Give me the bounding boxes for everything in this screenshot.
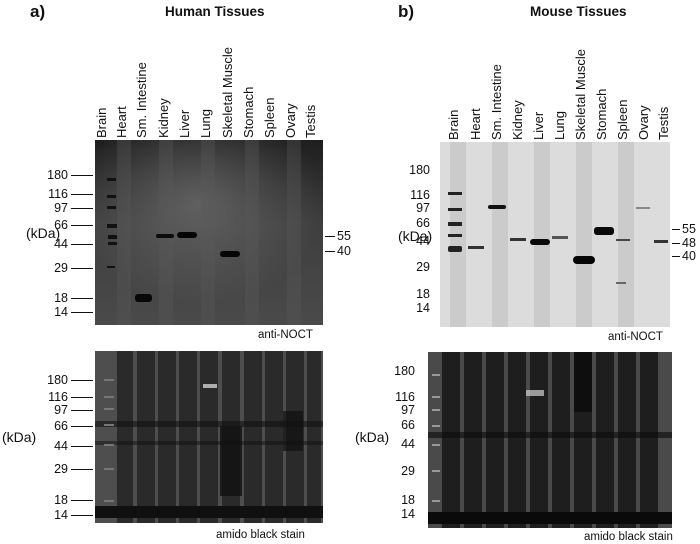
mw-marker: 44 bbox=[401, 437, 415, 451]
mw-marker: 44 bbox=[54, 237, 68, 251]
mw-marker: 18 bbox=[54, 493, 68, 507]
mw-marker: 116 bbox=[48, 187, 68, 201]
mw-marker: 66 bbox=[416, 216, 430, 230]
mw-marker: 116 bbox=[48, 390, 68, 404]
panel-b-western-caption: anti-NOCT bbox=[608, 331, 663, 343]
lane-label: Brain bbox=[446, 109, 461, 140]
panel-b-western-blot bbox=[440, 142, 670, 327]
lane-label: Spleen bbox=[262, 97, 277, 138]
mw-marker: 66 bbox=[54, 218, 68, 232]
mw-marker: 180 bbox=[47, 373, 68, 387]
mw-marker-right: 55 bbox=[337, 229, 351, 243]
panel-b-letter: b) bbox=[398, 2, 415, 21]
panel-b-amido-stain bbox=[428, 352, 672, 528]
mw-marker-right: 40 bbox=[682, 249, 696, 263]
lane-label: Skeletal Muscle bbox=[220, 46, 235, 138]
mw-marker: 29 bbox=[54, 462, 68, 476]
mw-marker: 14 bbox=[416, 301, 430, 315]
mw-marker: 44 bbox=[416, 234, 430, 248]
mw-marker: 116 bbox=[410, 188, 430, 202]
panel-a-amido-stain bbox=[95, 351, 323, 523]
lane-label: Brain bbox=[94, 107, 109, 138]
mw-marker: 66 bbox=[54, 419, 68, 433]
lane-label: Spleen bbox=[615, 99, 630, 140]
mw-marker: 18 bbox=[416, 287, 430, 301]
kda-label: (kDa) bbox=[398, 228, 433, 244]
lane-label: Liver bbox=[531, 111, 546, 140]
panel-a-stain-caption: amido black stain bbox=[216, 529, 305, 541]
mw-marker: 180 bbox=[394, 364, 415, 378]
lane-label: Liver bbox=[177, 109, 192, 138]
mw-marker-right: 48 bbox=[682, 236, 696, 250]
mw-marker: 97 bbox=[401, 403, 415, 417]
lane-label: Ovary bbox=[636, 105, 651, 140]
mw-marker: 116 bbox=[395, 390, 415, 404]
panel-a-western-blot bbox=[95, 140, 323, 325]
lane-label: Lung bbox=[552, 111, 567, 140]
mw-marker: 29 bbox=[401, 464, 415, 478]
mw-marker: 14 bbox=[54, 305, 68, 319]
lane-label: Sm. Intestine bbox=[489, 64, 504, 140]
panel-a-lane-labels: Brain Heart Sm. Intestine Kidney Liver L… bbox=[94, 30, 325, 138]
lane-label: Ovary bbox=[283, 103, 298, 138]
lane-label: Testis bbox=[656, 106, 671, 140]
lane-label: Heart bbox=[468, 108, 483, 140]
lane-label: Skeletal Muscle bbox=[573, 48, 588, 140]
lane-label: Stomach bbox=[241, 86, 256, 138]
kda-label: (kDa) bbox=[355, 429, 390, 445]
mw-marker: 14 bbox=[401, 507, 415, 521]
panel-a-western-caption: anti-NOCT bbox=[258, 329, 313, 341]
mw-marker: 180 bbox=[409, 163, 430, 177]
mw-marker: 97 bbox=[416, 201, 430, 215]
lane-label: Testis bbox=[303, 104, 318, 138]
panel-b-lane-labels: Brain Heart Sm. Intestine Kidney Liver L… bbox=[440, 30, 671, 140]
kda-label: (kDa) bbox=[26, 225, 61, 241]
mw-marker-right: 40 bbox=[337, 244, 351, 258]
mw-marker: 44 bbox=[54, 439, 68, 453]
panel-a-title: Human Tissues bbox=[165, 4, 265, 19]
lane-label: Kidney bbox=[510, 100, 525, 140]
mw-marker: 14 bbox=[54, 508, 68, 522]
kda-label: (kDa) bbox=[2, 429, 37, 445]
mw-marker: 180 bbox=[47, 168, 68, 182]
panel-b-title: Mouse Tissues bbox=[530, 4, 627, 19]
lane-label: Sm. Intestine bbox=[134, 62, 149, 138]
lane-label: Heart bbox=[114, 106, 129, 138]
lane-label: Stomach bbox=[594, 88, 609, 140]
mw-marker: 29 bbox=[416, 260, 430, 274]
mw-marker: 97 bbox=[54, 201, 68, 215]
lane-label: Kidney bbox=[156, 98, 171, 138]
mw-marker-right: 55 bbox=[682, 222, 696, 236]
mw-marker: 66 bbox=[401, 418, 415, 432]
mw-marker: 18 bbox=[401, 493, 415, 507]
mw-marker: 97 bbox=[54, 403, 68, 417]
panel-b-stain-caption: amido black stain bbox=[584, 531, 673, 543]
lane-label: Lung bbox=[198, 109, 213, 138]
mw-marker: 18 bbox=[54, 291, 68, 305]
panel-a-letter: a) bbox=[30, 2, 46, 21]
mw-marker: 29 bbox=[54, 261, 68, 275]
